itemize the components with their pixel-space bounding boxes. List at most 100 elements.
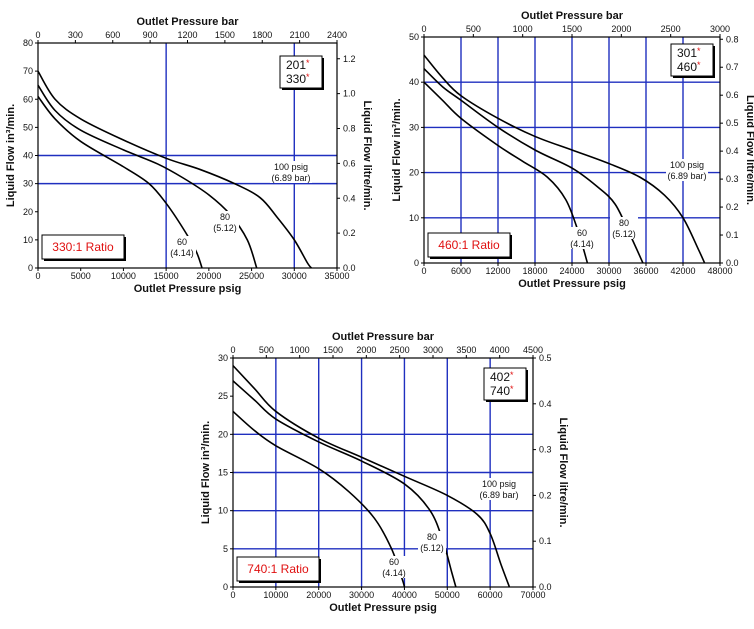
asterisk-mark: * xyxy=(306,58,310,68)
x-tick-label: 12000 xyxy=(485,266,510,276)
x-tick-label: 30000 xyxy=(596,266,621,276)
curve-label-line1: 60 xyxy=(177,237,187,247)
y-tick-label: 70 xyxy=(23,66,33,76)
right-tick-label: 0.7 xyxy=(726,62,739,72)
y-tick-label: 40 xyxy=(23,151,33,161)
curve-label-line2: (6.89 bar) xyxy=(479,490,518,500)
curve-label-2: 80(5.12) xyxy=(610,217,638,239)
curve-label-bg xyxy=(610,217,638,239)
ratio-badge: 740:1 Ratio xyxy=(236,556,321,583)
model-number-value: 301 xyxy=(677,46,697,60)
curve-label-3: 100 psig(6.89 bar) xyxy=(270,161,312,183)
curve-label-line2: (4.14) xyxy=(570,239,594,249)
ratio-label: 460:1 Ratio xyxy=(438,238,500,252)
curve-label-line2: (6.89 bar) xyxy=(271,173,310,183)
model-number: 402* xyxy=(490,370,514,384)
right-tick-label: 0.2 xyxy=(343,228,356,238)
top-tick-label: 1800 xyxy=(252,30,272,40)
top-axis-title: Outlet Pressure bar xyxy=(136,16,239,28)
curve-label-line1: 80 xyxy=(427,532,437,542)
curve-label-3: 100 psig(6.89 bar) xyxy=(478,478,520,500)
curve-label-1: 60(4.14) xyxy=(568,227,596,249)
ratio-badge: 330:1 Ratio xyxy=(41,234,126,261)
curve-label-bg xyxy=(478,478,520,500)
ratio-label: 330:1 Ratio xyxy=(52,240,114,254)
x-tick-label: 70000 xyxy=(520,590,545,600)
x-tick-label: 36000 xyxy=(633,266,658,276)
x-tick-label: 18000 xyxy=(522,266,547,276)
curve-label-line2: (5.12) xyxy=(213,223,237,233)
x-tick-label: 25000 xyxy=(239,271,264,281)
top-tick-label: 0 xyxy=(230,345,235,355)
ratio-box xyxy=(427,232,511,258)
top-tick-label: 2100 xyxy=(290,30,310,40)
x-axis-title: Outlet Pressure psig xyxy=(329,602,437,614)
model-box xyxy=(670,43,714,77)
x-tick-label: 30000 xyxy=(349,590,374,600)
right-tick-label: 0.6 xyxy=(343,158,356,168)
x-tick-label: 5000 xyxy=(71,271,91,281)
x-tick-label: 24000 xyxy=(559,266,584,276)
right-tick-label: 0.2 xyxy=(726,202,739,212)
y-tick-label: 20 xyxy=(218,429,228,439)
x-tick-label: 10000 xyxy=(111,271,136,281)
x-tick-label: 42000 xyxy=(670,266,695,276)
curve-label-bg xyxy=(568,227,596,249)
curve-label-line2: (4.14) xyxy=(382,568,406,578)
top-tick-label: 1500 xyxy=(323,345,343,355)
model-number: 460* xyxy=(677,60,701,74)
top-tick-label: 500 xyxy=(466,24,481,34)
model-number: 330* xyxy=(286,72,310,86)
top-tick-label: 0 xyxy=(35,30,40,40)
model-number-value: 330 xyxy=(286,72,306,86)
right-tick-label: 0.0 xyxy=(343,263,356,273)
y-tick-label: 0 xyxy=(414,258,419,268)
curve-label-line1: 60 xyxy=(577,228,587,238)
y-tick-label: 20 xyxy=(23,207,33,217)
right-tick-label: 0.8 xyxy=(726,34,739,44)
ratio-box xyxy=(41,234,125,260)
right-tick-label: 1.2 xyxy=(343,54,356,64)
series-line-3 xyxy=(423,54,706,264)
top-tick-label: 2000 xyxy=(356,345,376,355)
ratio-box xyxy=(236,556,320,582)
x-tick-label: 0 xyxy=(230,590,235,600)
curve-label-2: 80(5.12) xyxy=(418,531,446,553)
top-tick-label: 3000 xyxy=(710,24,730,34)
top-tick-label: 3000 xyxy=(423,345,443,355)
ratio-badge: 460:1 Ratio xyxy=(427,232,512,259)
x-tick-label: 15000 xyxy=(154,271,179,281)
x-tick-label: 10000 xyxy=(263,590,288,600)
y-tick-label: 10 xyxy=(409,213,419,223)
top-tick-label: 2500 xyxy=(390,345,410,355)
x-tick-label: 6000 xyxy=(451,266,471,276)
right-tick-label: 0.3 xyxy=(726,174,739,184)
model-number-value: 402 xyxy=(490,370,510,384)
x-tick-label: 20000 xyxy=(306,590,331,600)
top-tick-label: 300 xyxy=(68,30,83,40)
curve-label-bg xyxy=(666,159,708,181)
x-tick-label: 48000 xyxy=(707,266,732,276)
y-axis-title: Liquid Flow in³/min. xyxy=(200,421,212,524)
curve-label-3: 100 psig(6.89 bar) xyxy=(666,159,708,181)
y-tick-label: 10 xyxy=(23,235,33,245)
top-tick-label: 4000 xyxy=(490,345,510,355)
model-number: 740* xyxy=(490,384,514,398)
curve-label-line2: (6.89 bar) xyxy=(667,171,706,181)
curve-label-bg xyxy=(380,556,408,578)
y-axis-title: Liquid Flow in³/min. xyxy=(391,98,403,201)
model-number-value: 201 xyxy=(286,58,306,72)
series-line-3 xyxy=(232,365,511,588)
x-tick-label: 60000 xyxy=(478,590,503,600)
y-tick-label: 0 xyxy=(28,263,33,273)
top-tick-label: 500 xyxy=(259,345,274,355)
y-tick-label: 50 xyxy=(23,122,33,132)
x-tick-label: 30000 xyxy=(282,271,307,281)
chart-panel-3: 0 10000 20000 30000 40000 50000 60000 700000510… xyxy=(200,331,569,614)
asterisk-mark: * xyxy=(697,60,701,70)
curve-label-bg xyxy=(211,211,239,233)
curve-label-line1: 80 xyxy=(220,212,230,222)
curve-label-line1: 100 psig xyxy=(482,479,516,489)
y-tick-label: 30 xyxy=(409,122,419,132)
asterisk-mark: * xyxy=(697,46,701,56)
